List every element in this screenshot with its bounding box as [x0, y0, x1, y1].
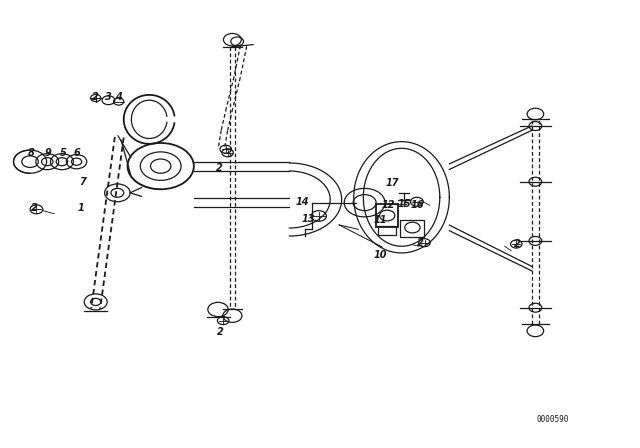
Text: 10: 10 [373, 250, 387, 260]
Text: 14: 14 [296, 197, 309, 207]
Text: 5: 5 [60, 148, 67, 158]
Text: 2: 2 [216, 164, 223, 173]
Text: 11: 11 [374, 215, 387, 224]
Text: 2: 2 [417, 238, 424, 248]
Text: 3: 3 [105, 92, 112, 102]
Bar [376, 204, 398, 227]
Text: 13: 13 [302, 214, 316, 224]
Text: 0000590: 0000590 [536, 414, 569, 423]
Text: 15: 15 [398, 199, 412, 209]
Text: 9: 9 [45, 148, 51, 158]
Bar [378, 226, 396, 235]
Text: 2: 2 [514, 239, 521, 249]
Bar [399, 220, 424, 237]
Text: 12: 12 [382, 200, 396, 210]
Text: 16: 16 [411, 200, 424, 210]
Text: 2: 2 [92, 92, 99, 102]
Text: 4: 4 [115, 92, 122, 102]
Text: 7: 7 [79, 177, 86, 187]
Text: 1: 1 [77, 203, 84, 213]
Text: 2: 2 [216, 327, 223, 337]
Text: 8: 8 [28, 148, 35, 158]
Text: 2: 2 [31, 203, 38, 213]
Text: 6: 6 [73, 148, 80, 158]
Text: 17: 17 [385, 178, 399, 188]
